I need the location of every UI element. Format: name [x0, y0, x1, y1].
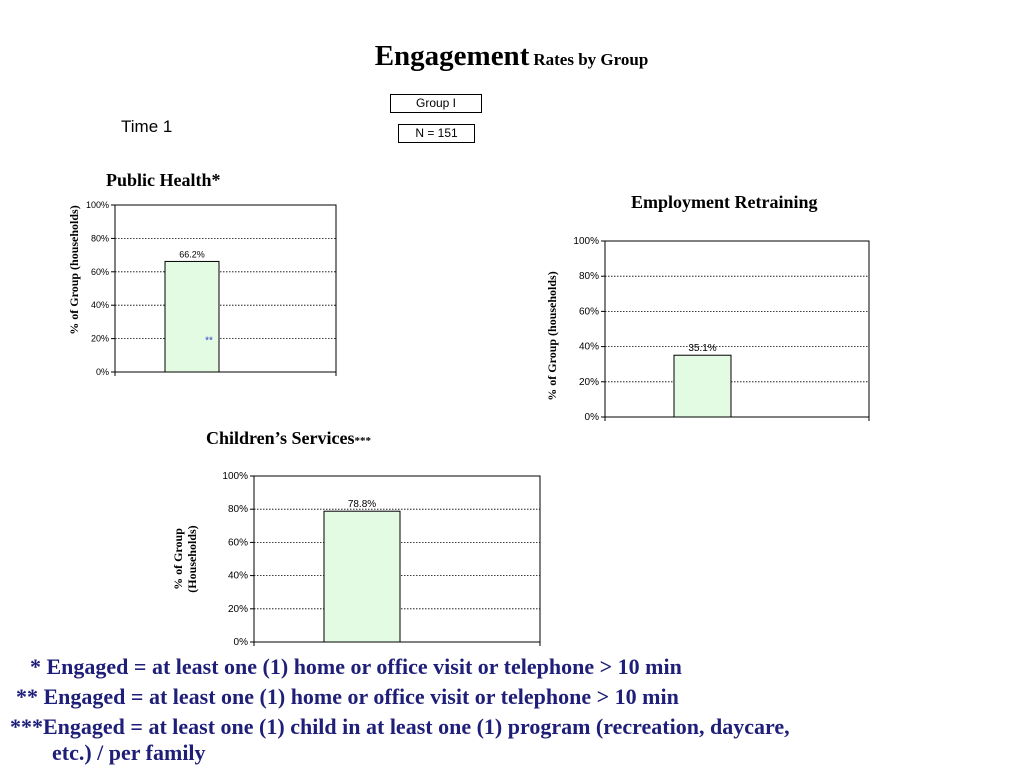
childrens-services-tick-label: 60%	[228, 537, 248, 548]
childrens-services-tick-label: 20%	[228, 604, 248, 615]
chart-title-childrens-services-suffix: ***	[354, 435, 372, 447]
public-health-plot-frame	[114, 204, 337, 373]
chart-title-childrens-services: Children’s Services***	[206, 428, 371, 449]
public-health-tick-label: 40%	[91, 300, 109, 310]
chart-title-public-health: Public Health*	[106, 170, 221, 190]
public-health-tick-label: 60%	[91, 267, 109, 277]
childrens-services-tick-label: 0%	[234, 637, 249, 648]
employment-retraining-tick-label: 80%	[579, 271, 599, 282]
chart-title-employment-retraining: Employment Retraining	[631, 192, 818, 212]
employment-retraining-tick-label: 40%	[579, 342, 599, 353]
public-health-tick-label: 100%	[86, 200, 109, 210]
employment-retraining-plot-frame	[604, 240, 870, 418]
n-label-box: N = 151	[398, 124, 475, 143]
public-health-tick-label: 0%	[96, 367, 109, 377]
page-title: Engagement Rates by Group	[0, 40, 1023, 73]
childrens-services-bar	[323, 510, 401, 643]
employment-retraining-tick-label: 0%	[585, 412, 600, 423]
footnote-4: etc.) / per family	[52, 740, 206, 765]
public-health-tick-label: 20%	[91, 334, 109, 344]
public-health-annotation: **	[205, 336, 213, 347]
group-label-box: Group I	[390, 94, 482, 113]
childrens-services-tick-label: 80%	[228, 504, 248, 515]
chart-title-childrens-services-text: Children’s Services	[206, 428, 355, 448]
footnote-2: ** Engaged = at least one (1) home or of…	[16, 684, 679, 709]
employment-retraining-tick-label: 100%	[573, 236, 599, 247]
childrens-services-data-label: 78.8%	[348, 499, 376, 510]
employment-retraining-tick-label: 20%	[579, 377, 599, 388]
page-title-sub: Rates by Group	[533, 50, 649, 69]
childrens-services-tick-label: 100%	[222, 471, 248, 482]
employment-retraining-tick-label: 60%	[579, 306, 599, 317]
employment-retraining-data-label: 35.1%	[688, 343, 716, 354]
public-health-tick-label: 80%	[91, 233, 109, 243]
employment-retraining-bar	[673, 354, 732, 418]
page-title-main: Engagement	[374, 40, 530, 72]
public-health-data-label: 66.2%	[179, 249, 205, 259]
footnote-3: ***Engaged = at least one (1) child in a…	[10, 714, 790, 739]
time-label: Time 1	[121, 117, 173, 136]
childrens-services-tick-label: 40%	[228, 571, 248, 582]
public-health-bar	[164, 260, 220, 373]
footnote-1: * Engaged = at least one (1) home or off…	[30, 654, 682, 679]
